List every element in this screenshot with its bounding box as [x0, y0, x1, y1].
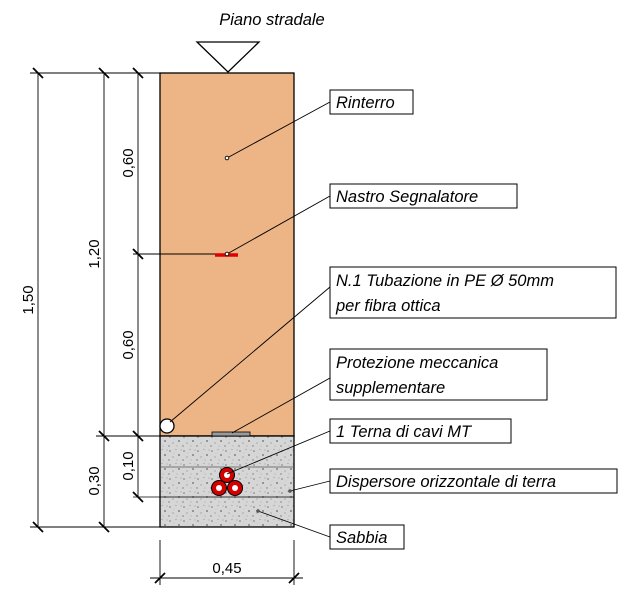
- dim-cable-zone: 0,10: [120, 451, 137, 480]
- label-cables: 1 Terna di cavi MT: [336, 423, 473, 441]
- label-box-cables: [329, 418, 512, 444]
- label-protection-line2: supplementare: [336, 379, 445, 397]
- label-sand: Sabbia: [336, 529, 387, 547]
- dim-sand-layer: 0,30: [86, 466, 103, 495]
- label-warning-tape: Nastro Segnalatore: [336, 188, 478, 206]
- label-ground-conductor: Dispersore orizzontale di terra: [336, 473, 556, 491]
- surface-triangle-icon: [195, 41, 261, 73]
- dim-total-depth: 1,50: [20, 285, 37, 314]
- surface-label: Piano stradale: [219, 11, 325, 29]
- dim-trench-width: 0,45: [212, 560, 241, 577]
- label-box-conduit: [329, 266, 617, 319]
- leader-lines: [169, 101, 331, 538]
- label-conduit-line1: N.1 Tubazione in PE Ø 50mm: [336, 272, 554, 290]
- label-protection-line1: Protezione meccanica: [336, 354, 498, 372]
- label-backfill: Rinterro: [336, 94, 395, 112]
- dim-lower-backfill: 0,60: [120, 330, 137, 359]
- conduit-pipe: [159, 418, 175, 434]
- dim-upper-backfill: 0,60: [120, 148, 137, 177]
- label-conduit-line2: per fibra ottica: [335, 297, 441, 315]
- label-box-sand: [329, 524, 405, 550]
- label-box-protection: [329, 348, 548, 401]
- cable-trefoil: [211, 467, 243, 496]
- label-box-ground-conductor: [329, 468, 618, 494]
- label-box-warning-tape: [329, 183, 518, 209]
- label-box-backfill: [329, 89, 414, 115]
- protection-plate: [211, 431, 251, 437]
- dimension-lines: [30, 67, 303, 585]
- dim-depth-to-protection: 1,20: [86, 239, 103, 268]
